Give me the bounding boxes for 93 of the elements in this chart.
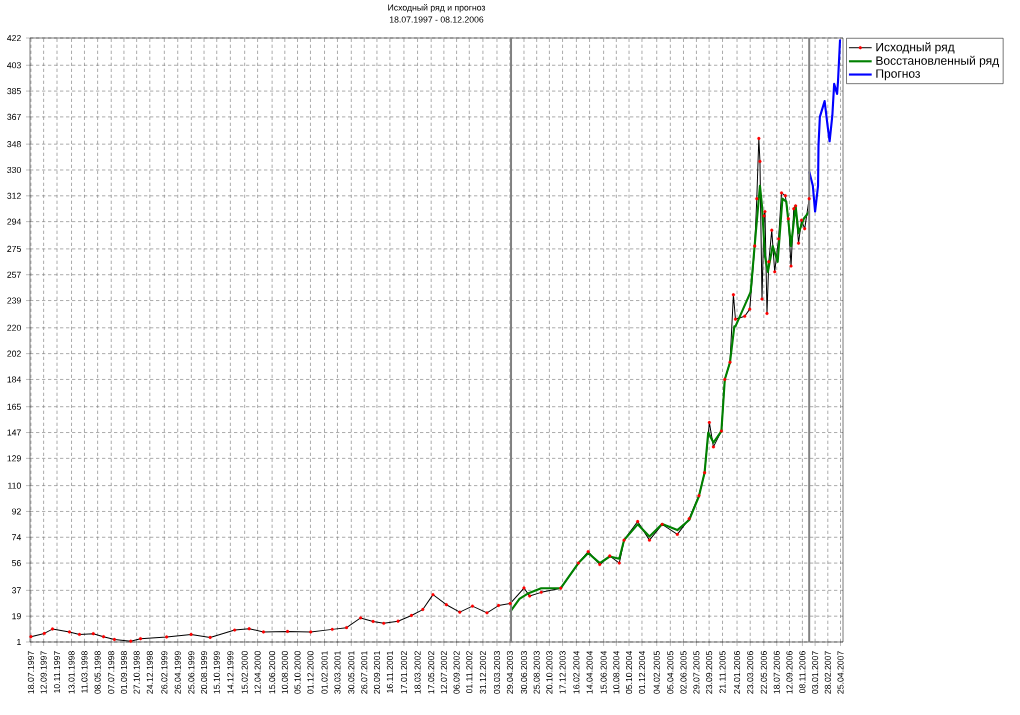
y-tick-label: 74 [12, 534, 22, 541]
x-tick-label: 01.12.2000 [307, 651, 314, 694]
x-tick-label: 30.06.2003 [520, 651, 528, 694]
y-tick-label: 257 [7, 271, 21, 278]
x-tick-label: 10.11.1997 [53, 651, 61, 693]
x-tick-label: 12.09.1997 [40, 651, 47, 694]
x-tick-label: 16.11.2001 [386, 651, 393, 693]
x-tick-label: 29.07.2005 [693, 651, 700, 694]
x-tick-label: 30.05.2001 [348, 651, 355, 694]
y-tick-label: 129 [7, 455, 21, 462]
x-tick-label: 04.02.2005 [653, 651, 660, 694]
y-tick-label: 312 [7, 192, 21, 199]
y-tick-label: 422 [7, 34, 21, 42]
x-tick-label: 26.07.2001 [361, 651, 368, 694]
x-tick-label: 05.10.2004 [625, 650, 633, 694]
x-tick-label: 18.07.1997 [27, 651, 34, 694]
x-tick-label: 26.04.1999 [174, 651, 181, 694]
y-tick-label: 202 [7, 350, 21, 357]
y-tick-label: 110 [8, 482, 21, 489]
y-tick-label: 367 [7, 113, 21, 120]
x-tick-label: 20.08.1999 [200, 651, 208, 694]
x-tick-label: 15.06.2000 [269, 651, 276, 694]
x-tick-label: 23.03.2006 [747, 651, 754, 694]
y-tick-label: 348 [7, 141, 21, 148]
x-tick-label: 29.04.2003 [506, 651, 513, 694]
x-tick-label: 14.12.1999 [227, 651, 234, 694]
x-tick-label: 15.06.2004 [600, 650, 607, 694]
x-tick-label: 30.03.2001 [334, 651, 341, 694]
x-tick-label: 21.11.2005 [719, 651, 726, 693]
x-tick-label: 13.01.1998 [68, 651, 75, 694]
x-tick-label: 07.07.1998 [108, 651, 115, 694]
x-tick-label: 20.10.2003 [546, 651, 553, 694]
x-tick-label: 15.02.2000 [241, 651, 248, 694]
x-tick-label: 20.09.2001 [373, 651, 381, 694]
y-tick-label: 294 [7, 218, 22, 225]
x-tick-label: 16.02.2004 [573, 650, 580, 694]
legend-label: Восстановленный ряд [876, 55, 999, 68]
y-tick-label: 239 [7, 297, 21, 304]
chart-subtitle: 18.07.1997 - 08.12.2006 [389, 16, 484, 23]
x-tick-label: 05.10.2000 [294, 651, 301, 694]
x-tick-label: 18.07.2006 [773, 651, 780, 694]
x-tick-label: 08.11.2006 [799, 651, 806, 694]
x-tick-label: 26.02.1999 [161, 651, 168, 694]
x-tick-label: 12.09.2006 [786, 651, 793, 694]
x-tick-label: 25.08.2003 [533, 651, 540, 694]
x-tick-label: 14.04.2004 [586, 650, 593, 694]
x-tick-label: 15.10.1999 [213, 651, 220, 694]
y-tick-label: 184 [7, 376, 22, 383]
y-tick-label: 19 [12, 613, 21, 620]
x-tick-label: 03.01.2007 [812, 651, 819, 694]
x-tick-label: 03.03.2003 [493, 651, 501, 694]
x-tick-label: 18.03.2002 [414, 651, 421, 694]
x-tick-label: 10.08.2000 [281, 651, 288, 694]
legend-label: Исходный ряд [876, 42, 955, 54]
x-tick-label: 02.06.2005 [680, 651, 687, 694]
x-tick-label: 01.11.2002 [466, 651, 473, 694]
x-tick-label: 12.04.2000 [254, 651, 261, 694]
y-tick-label: 56 [12, 560, 21, 567]
x-tick-label: 17.12.2003 [559, 651, 566, 694]
y-tick-label: 147 [7, 429, 21, 436]
x-tick-label: 23.09.2005 [706, 651, 713, 694]
x-tick-label: 12.07.2002 [440, 651, 447, 694]
y-tick-label: 92 [12, 508, 21, 515]
x-tick-label: 24.01.2006 [733, 651, 741, 694]
x-tick-label: 31.12.2002 [479, 651, 486, 694]
x-tick-label: 24.12.1998 [146, 651, 153, 694]
y-tick-label: 403 [7, 62, 21, 69]
x-tick-label: 08.05.1998 [94, 651, 101, 694]
legend-label: Прогноз [876, 69, 920, 81]
y-tick-label: 37 [11, 587, 21, 594]
x-tick-label: 01.09.1998 [120, 651, 128, 694]
x-tick-label: 28.02.2007 [824, 651, 831, 694]
x-tick-label: 17.05.2002 [428, 651, 435, 694]
y-tick-label: 330 [7, 166, 21, 174]
x-tick-label: 01.12.2004 [638, 650, 646, 694]
x-tick-label: 10.08.2004 [613, 650, 620, 694]
y-tick-label: 385 [7, 88, 21, 95]
x-tick-label: 25.04.2007 [837, 651, 844, 694]
line-series [808, 38, 842, 213]
y-tick-label: 165 [7, 403, 21, 410]
x-tick-label: 05.04.2005 [667, 651, 674, 694]
chart-title: Исходный ряд и прогноз [388, 4, 486, 13]
line-series [509, 184, 811, 613]
x-tick-label: 01.02.2001 [321, 651, 328, 694]
x-tick-label: 22.05.2006 [760, 651, 767, 694]
x-tick-label: 27.10.1998 [133, 651, 140, 694]
x-tick-label: 17.01.2002 [400, 651, 408, 694]
x-tick-label: 06.09.2002 [453, 651, 460, 694]
y-tick-label: 275 [7, 245, 21, 252]
x-tick-label: 11.03.1998 [81, 651, 88, 693]
y-tick-label: 220 [7, 324, 21, 331]
y-tick-label: 1 [17, 639, 21, 645]
x-tick-label: 25.06.1999 [188, 651, 195, 694]
